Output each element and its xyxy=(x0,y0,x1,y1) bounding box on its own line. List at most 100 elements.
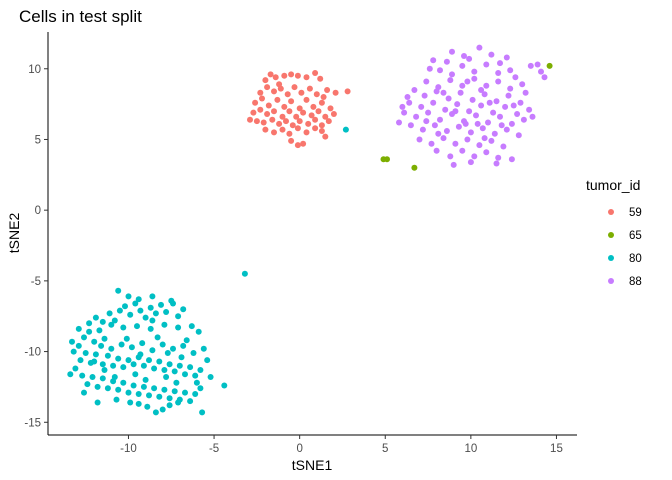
data-point xyxy=(457,89,464,96)
data-point xyxy=(313,91,320,98)
data-point xyxy=(445,95,452,102)
data-point xyxy=(411,87,418,93)
data-point xyxy=(294,142,301,149)
legend-key xyxy=(608,255,614,261)
data-point xyxy=(101,367,108,373)
data-point xyxy=(156,393,163,400)
data-point xyxy=(476,44,483,51)
data-point xyxy=(467,159,474,166)
data-point xyxy=(411,164,418,171)
data-point xyxy=(163,374,170,380)
data-point xyxy=(140,362,147,369)
data-point xyxy=(288,71,295,78)
data-point xyxy=(104,352,111,359)
data-point xyxy=(135,296,142,303)
legend-key xyxy=(608,278,614,284)
data-point xyxy=(183,337,190,344)
data-point xyxy=(154,334,161,341)
data-point xyxy=(134,323,140,330)
series-65 xyxy=(380,62,553,171)
data-point xyxy=(459,62,466,69)
data-point xyxy=(86,320,93,327)
data-point xyxy=(538,68,544,75)
data-point xyxy=(293,113,300,120)
data-point xyxy=(142,314,149,321)
data-point xyxy=(279,113,286,120)
data-point xyxy=(286,108,293,115)
data-point xyxy=(221,382,228,389)
data-point xyxy=(503,126,510,133)
data-point xyxy=(281,72,288,79)
data-point xyxy=(431,122,438,129)
data-point xyxy=(98,342,105,349)
data-point xyxy=(461,53,467,59)
data-point xyxy=(546,62,553,69)
data-point xyxy=(288,98,295,105)
data-point xyxy=(269,116,276,123)
data-point xyxy=(312,116,319,123)
data-point xyxy=(135,400,142,407)
data-point xyxy=(163,309,170,315)
data-point xyxy=(149,317,156,324)
data-point xyxy=(187,398,194,405)
data-point xyxy=(175,313,182,320)
data-point xyxy=(481,135,488,142)
data-point xyxy=(462,120,469,127)
series-59 xyxy=(247,70,351,149)
data-point xyxy=(247,116,253,123)
data-point xyxy=(132,300,139,307)
data-point xyxy=(170,345,176,352)
data-point xyxy=(199,409,206,416)
data-point xyxy=(418,103,425,110)
data-point xyxy=(443,58,450,65)
data-point xyxy=(464,78,471,85)
data-point xyxy=(140,383,147,390)
data-point xyxy=(130,361,137,368)
data-point xyxy=(312,125,319,132)
data-point xyxy=(75,342,82,349)
data-point xyxy=(502,103,509,110)
data-point xyxy=(277,85,284,92)
data-point xyxy=(322,113,329,120)
data-point xyxy=(197,367,204,373)
legend-label: 80 xyxy=(629,253,642,265)
data-point xyxy=(173,379,180,386)
data-point xyxy=(271,129,277,136)
data-point xyxy=(175,324,182,331)
data-point xyxy=(425,109,432,116)
data-point xyxy=(111,317,118,324)
plot-area xyxy=(67,44,553,416)
data-point xyxy=(473,112,479,119)
data-point xyxy=(99,375,106,382)
data-point xyxy=(508,156,515,163)
data-point xyxy=(197,385,204,392)
data-point xyxy=(344,88,351,95)
series-88 xyxy=(396,44,548,168)
data-point xyxy=(486,99,493,106)
data-point xyxy=(519,81,526,88)
data-point xyxy=(437,67,443,74)
data-point xyxy=(452,140,459,147)
data-point xyxy=(296,118,303,125)
data-point xyxy=(330,111,337,117)
data-point xyxy=(259,95,265,102)
data-point xyxy=(490,109,497,116)
data-point xyxy=(428,140,435,147)
data-point xyxy=(253,118,260,125)
data-point xyxy=(399,103,406,110)
data-point xyxy=(306,85,313,92)
data-point xyxy=(96,327,103,334)
data-point xyxy=(454,101,461,108)
data-point xyxy=(104,385,111,392)
data-point xyxy=(178,354,185,361)
data-point xyxy=(187,364,194,371)
data-point xyxy=(271,88,277,95)
data-point xyxy=(471,153,478,160)
data-point xyxy=(430,99,437,106)
data-point xyxy=(435,130,442,137)
data-point xyxy=(91,338,98,345)
data-point xyxy=(406,99,413,106)
data-point xyxy=(497,113,503,120)
data-point xyxy=(332,89,339,96)
